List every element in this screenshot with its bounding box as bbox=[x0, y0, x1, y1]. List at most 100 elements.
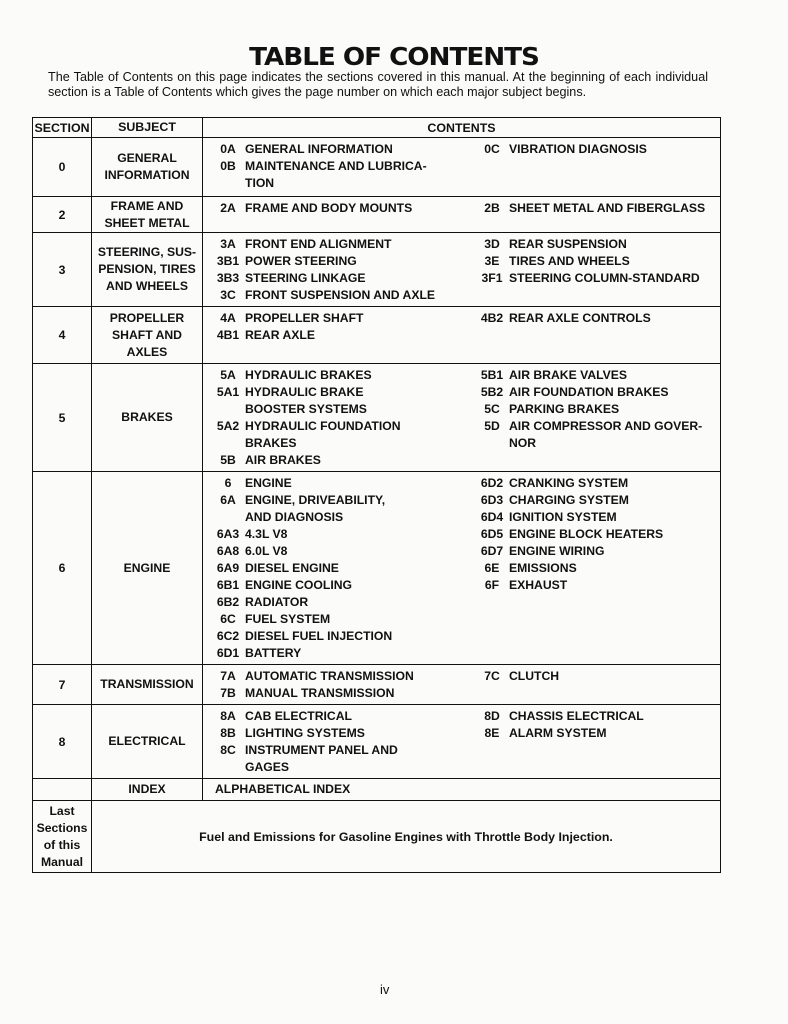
subject-line: STEERING, SUS- bbox=[97, 245, 197, 259]
contents-entry: 0B MAINTENANCE AND LUBRICA- bbox=[211, 158, 475, 175]
contents-entry: 5B2 AIR FOUNDATION BRAKES bbox=[475, 384, 720, 401]
entry-code: 3B3 bbox=[216, 271, 240, 285]
table-header-row: SECTION SUBJECT CONTENTS bbox=[32, 117, 721, 138]
entry-title: LIGHTING SYSTEMS bbox=[245, 726, 365, 740]
entry-code: 5A bbox=[220, 368, 236, 382]
contents-entry: 5C PARKING BRAKES bbox=[475, 401, 720, 418]
entry-title: POWER STEERING bbox=[245, 254, 357, 268]
entry-code: 3E bbox=[484, 254, 500, 268]
contents-entry: AND DIAGNOSIS bbox=[211, 509, 475, 526]
contents-entry: 3A FRONT END ALIGNMENT bbox=[211, 236, 475, 253]
entry-title: 4.3L V8 bbox=[245, 527, 288, 541]
header-contents: CONTENTS bbox=[202, 117, 721, 138]
entry-code: 6E bbox=[484, 561, 500, 575]
entry-title: RADIATOR bbox=[245, 595, 309, 609]
subject-cell: PROPELLER SHAFT AND AXLES bbox=[91, 306, 203, 364]
entry-title: CHASSIS ELECTRICAL bbox=[509, 709, 644, 723]
entry-title: DIESEL FUEL INJECTION bbox=[245, 629, 393, 643]
entry-code: 8D bbox=[484, 709, 500, 723]
contents-entry: BRAKES bbox=[211, 435, 475, 452]
contents-entry: 4B1 REAR AXLE bbox=[211, 327, 475, 344]
entry-title: EXHAUST bbox=[509, 578, 568, 592]
contents-entry: ALPHABETICAL INDEX bbox=[215, 781, 479, 798]
entry-code: 6C bbox=[220, 612, 236, 626]
entry-code bbox=[211, 759, 245, 776]
entry-code: 3F1 bbox=[481, 271, 503, 285]
section-number: 8 bbox=[32, 704, 92, 779]
subject-cell: INDEX bbox=[91, 778, 203, 801]
contents-entry: 3B3 STEERING LINKAGE bbox=[211, 270, 475, 287]
entry-code: 6D2 bbox=[480, 476, 504, 490]
entry-code: 8C bbox=[220, 743, 236, 757]
contents-column-right: 4B2 REAR AXLE CONTROLS bbox=[475, 310, 720, 344]
contents-entry: 6D4 IGNITION SYSTEM bbox=[475, 509, 720, 526]
contents-entry: 7A AUTOMATIC TRANSMISSION bbox=[211, 668, 475, 685]
entry-code: 3D bbox=[484, 237, 500, 251]
entry-title: ENGINE WIRING bbox=[509, 544, 605, 558]
subject-line: INDEX bbox=[128, 782, 166, 796]
contents-column-right: 2B SHEET METAL AND FIBERGLASS bbox=[475, 200, 720, 217]
entry-code: 6A3 bbox=[216, 527, 240, 541]
entry-title: BATTERY bbox=[245, 646, 302, 660]
contents-column-left: 8A CAB ELECTRICAL 8B LIGHTING SYSTEMS 8C INST… bbox=[211, 708, 475, 776]
entry-code: 7C bbox=[484, 669, 500, 683]
contents-entry: 7B MANUAL TRANSMISSION bbox=[211, 685, 475, 702]
entry-code: 8E bbox=[484, 726, 500, 740]
subject-line: AND WHEELS bbox=[106, 279, 188, 293]
contents-cell: 4A PROPELLER SHAFT 4B1 REAR AXLE 4B2 REAR AXL… bbox=[202, 306, 721, 364]
entry-title: GAGES bbox=[245, 760, 290, 774]
entry-title: AIR FOUNDATION BRAKES bbox=[509, 385, 669, 399]
table-row: 8 ELECTRICAL 8A CAB ELECTRICAL 8B LIGHTING SY… bbox=[32, 704, 721, 779]
entry-code: 5D bbox=[484, 419, 500, 433]
contents-entry: 6A ENGINE, DRIVEABILITY, bbox=[211, 492, 475, 509]
entry-code: 6A9 bbox=[216, 561, 240, 575]
entry-code: 8B bbox=[220, 726, 236, 740]
entry-code: 5A1 bbox=[216, 385, 240, 399]
contents-entry: 6 ENGINE bbox=[211, 475, 475, 492]
subject-line: ELECTRICAL bbox=[108, 734, 186, 748]
table-row: 2 FRAME AND SHEET METAL 2A FRAME AND BODY MO… bbox=[32, 196, 721, 233]
section-number: 4 bbox=[32, 306, 92, 364]
contents-entry: 3B1 POWER STEERING bbox=[211, 253, 475, 270]
entry-code: 4A bbox=[220, 311, 236, 325]
contents-entry: 6A8 6.0L V8 bbox=[211, 543, 475, 560]
subject-line: AXLES bbox=[126, 344, 168, 359]
contents-entry: 6F EXHAUST bbox=[475, 577, 720, 594]
contents-column-left: 2A FRAME AND BODY MOUNTS bbox=[211, 200, 475, 217]
entry-title: FRAME AND BODY MOUNTS bbox=[245, 201, 413, 215]
contents-column-right: 7C CLUTCH bbox=[475, 668, 720, 702]
entry-title: FRONT SUSPENSION AND AXLE bbox=[245, 288, 436, 302]
entry-title: REAR AXLE bbox=[245, 328, 315, 342]
entry-code: 6D1 bbox=[216, 646, 240, 660]
entry-title: IGNITION SYSTEM bbox=[509, 510, 617, 524]
entry-code bbox=[211, 401, 245, 418]
entry-code: 6D4 bbox=[480, 510, 504, 524]
contents-columns: 2A FRAME AND BODY MOUNTS 2B SHEET METAL AND… bbox=[211, 200, 720, 217]
table-row: 6 ENGINE 6 ENGINE 6A ENGINE, DRIVEABILITY, AND… bbox=[32, 471, 721, 665]
section-number: 3 bbox=[32, 232, 92, 307]
subject-cell: BRAKES bbox=[91, 363, 203, 472]
entry-title: INSTRUMENT PANEL AND bbox=[245, 743, 398, 757]
contents-entry: NOR bbox=[475, 435, 720, 452]
contents-entry: 2B SHEET METAL AND FIBERGLASS bbox=[475, 200, 720, 217]
entry-title: MAINTENANCE AND LUBRICA- bbox=[245, 159, 427, 173]
entry-title: STEERING COLUMN-STANDARD bbox=[509, 271, 700, 285]
entry-title: DIESEL ENGINE bbox=[245, 561, 339, 575]
contents-entry: 6D2 CRANKING SYSTEM bbox=[475, 475, 720, 492]
contents-entry: GAGES bbox=[211, 759, 475, 776]
contents-columns: 7A AUTOMATIC TRANSMISSION 7B MANUAL TRANSMI… bbox=[211, 668, 720, 702]
contents-entry: 8D CHASSIS ELECTRICAL bbox=[475, 708, 720, 725]
entry-title: CHARGING SYSTEM bbox=[509, 493, 629, 507]
entry-title: TIRES AND WHEELS bbox=[509, 254, 630, 268]
entry-title: TION bbox=[245, 176, 275, 190]
contents-entry: 0C VIBRATION DIAGNOSIS bbox=[475, 141, 720, 158]
contents-column-left: ALPHABETICAL INDEX bbox=[215, 781, 479, 798]
entry-title: NOR bbox=[509, 436, 537, 450]
entry-title: REAR AXLE CONTROLS bbox=[509, 311, 651, 325]
entry-title: AIR COMPRESSOR AND GOVER- bbox=[509, 419, 703, 433]
contents-columns: 3A FRONT END ALIGNMENT 3B1 POWER STEERING 3B… bbox=[211, 236, 720, 304]
entry-code: 5C bbox=[484, 402, 500, 416]
entry-code: 5B bbox=[220, 453, 236, 467]
contents-column-left: 5A HYDRAULIC BRAKES 5A1 HYDRAULIC BRAKE BOOS… bbox=[211, 367, 475, 469]
contents-entry: 5B1 AIR BRAKE VALVES bbox=[475, 367, 720, 384]
